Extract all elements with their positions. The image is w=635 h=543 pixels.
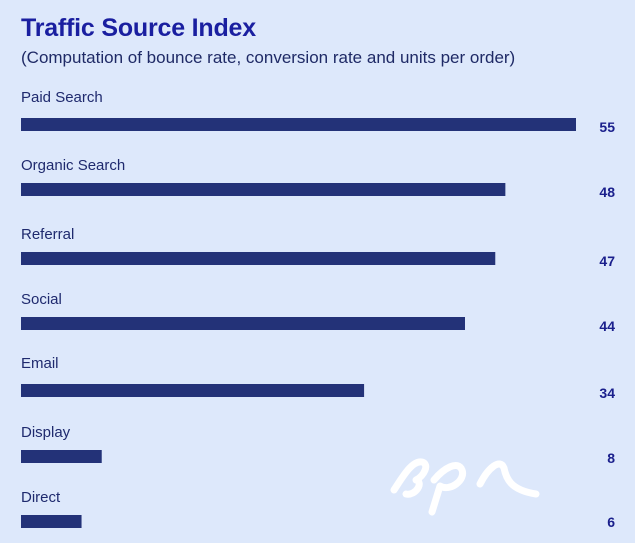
category-label: Email [21,355,59,372]
value-label: 34 [599,385,615,401]
category-label: Referral [21,226,74,243]
bar [21,515,82,528]
category-label: Direct [21,489,61,506]
bar [21,317,465,330]
value-label: 6 [607,514,615,530]
category-label: Display [21,424,71,441]
chart-title: Traffic Source Index [21,14,256,42]
epi-logo-icon [390,458,540,516]
bar [21,183,506,196]
bar [21,252,496,265]
category-label: Organic Search [21,157,125,174]
bar [21,118,576,131]
bar [21,450,102,463]
value-label: 48 [599,184,615,200]
value-label: 44 [599,318,615,334]
bar [21,384,365,397]
category-label: Social [21,291,62,308]
value-label: 47 [599,253,615,269]
value-label: 55 [599,119,615,135]
value-label: 8 [607,450,615,466]
category-label: Paid Search [21,89,103,106]
chart-subtitle: (Computation of bounce rate, conversion … [21,48,516,67]
